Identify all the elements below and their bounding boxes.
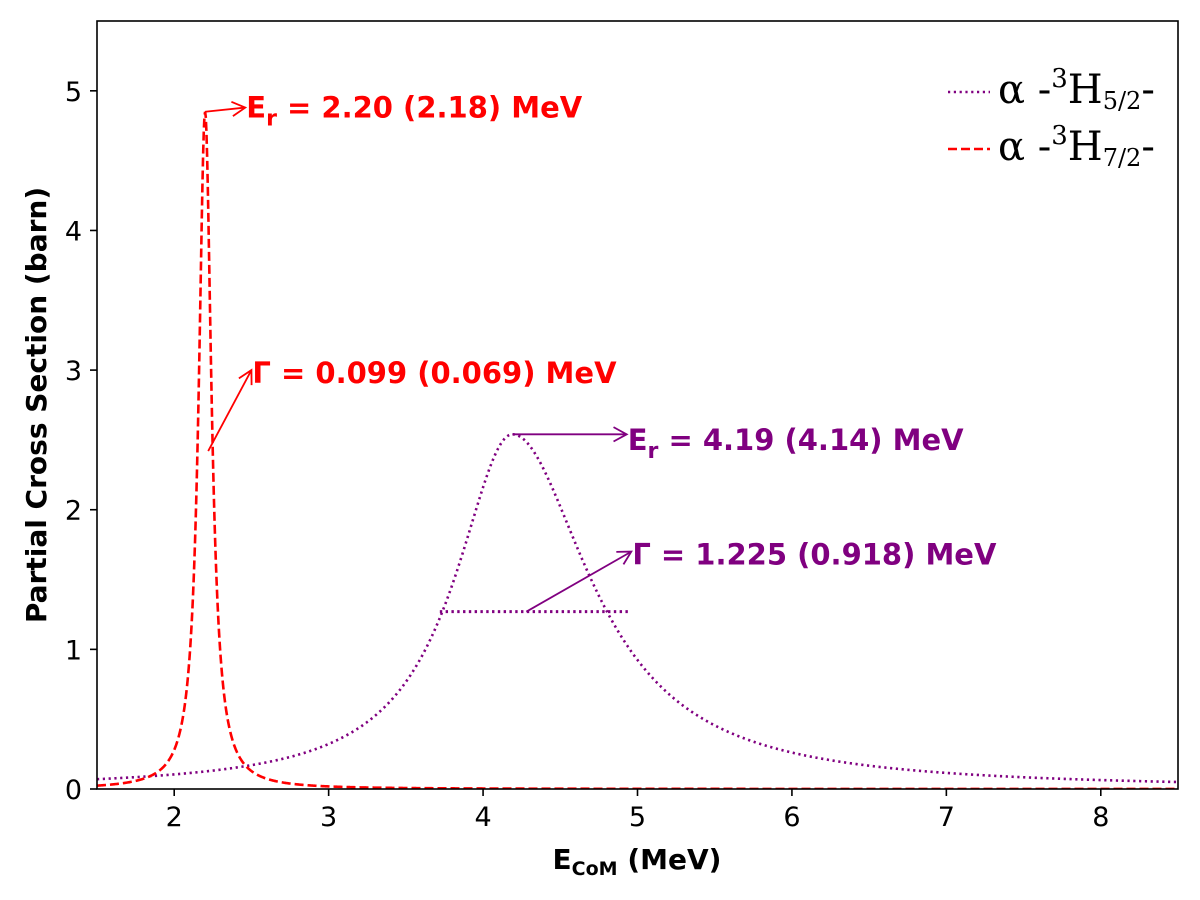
annotation-er-red: Er = 2.20 (2.18) MeV <box>246 91 582 132</box>
legend-entry-purple: α -3H5/2- <box>948 64 1155 115</box>
y-axis-label: Partial Cross Section (barn) <box>20 187 53 623</box>
y-tick-label: 2 <box>65 496 82 527</box>
x-tick-label: 4 <box>474 802 491 833</box>
annotation-gamma-red: Γ = 0.099 (0.069) MeV <box>252 356 617 390</box>
annotation-arrowhead-er-purple <box>613 426 629 443</box>
annotation-gamma-purple: Γ = 1.225 (0.918) MeV <box>632 537 997 571</box>
annotation-arrow-er-red <box>205 106 246 113</box>
annotation-arrowhead-gamma-purple <box>616 550 633 565</box>
x-tick-label: 3 <box>320 802 337 833</box>
x-tick-label: 5 <box>629 802 646 833</box>
y-axis: 0 1 2 3 4 5 <box>65 77 97 806</box>
y-tick-label: 1 <box>65 635 82 666</box>
x-tick-label: 8 <box>1092 802 1109 833</box>
annotation-arrow-gamma-red <box>207 369 253 452</box>
x-tick-label: 6 <box>783 802 800 833</box>
y-tick-label: 5 <box>65 77 82 108</box>
annotation-layer: Er = 2.20 (2.18) MeV Γ = 0.099 (0.069) Me… <box>205 91 997 613</box>
x-tick-label: 7 <box>938 802 955 833</box>
x-tick-label: 2 <box>166 802 183 833</box>
x-axis-label: ECoM (MeV) <box>553 843 722 880</box>
legend-entry-red: α -3H7/2- <box>948 121 1155 172</box>
y-tick-label: 3 <box>65 356 82 387</box>
annotation-er-purple: Er = 4.19 (4.14) MeV <box>628 423 964 464</box>
annotation-arrow-gamma-purple <box>525 550 632 613</box>
legend-label-red: α -3H7/2- <box>998 121 1155 172</box>
y-tick-label: 4 <box>65 216 82 247</box>
annotation-arrowhead-er-red <box>231 100 248 117</box>
legend: α -3H5/2- α -3H7/2- <box>948 64 1155 172</box>
x-axis: 2 3 4 5 6 7 8 <box>166 789 1109 833</box>
y-tick-label: 0 <box>65 775 82 806</box>
legend-label-purple: α -3H5/2- <box>998 64 1155 115</box>
series-line-0 <box>97 433 1178 784</box>
annotation-arrowhead-gamma-red <box>238 368 253 386</box>
